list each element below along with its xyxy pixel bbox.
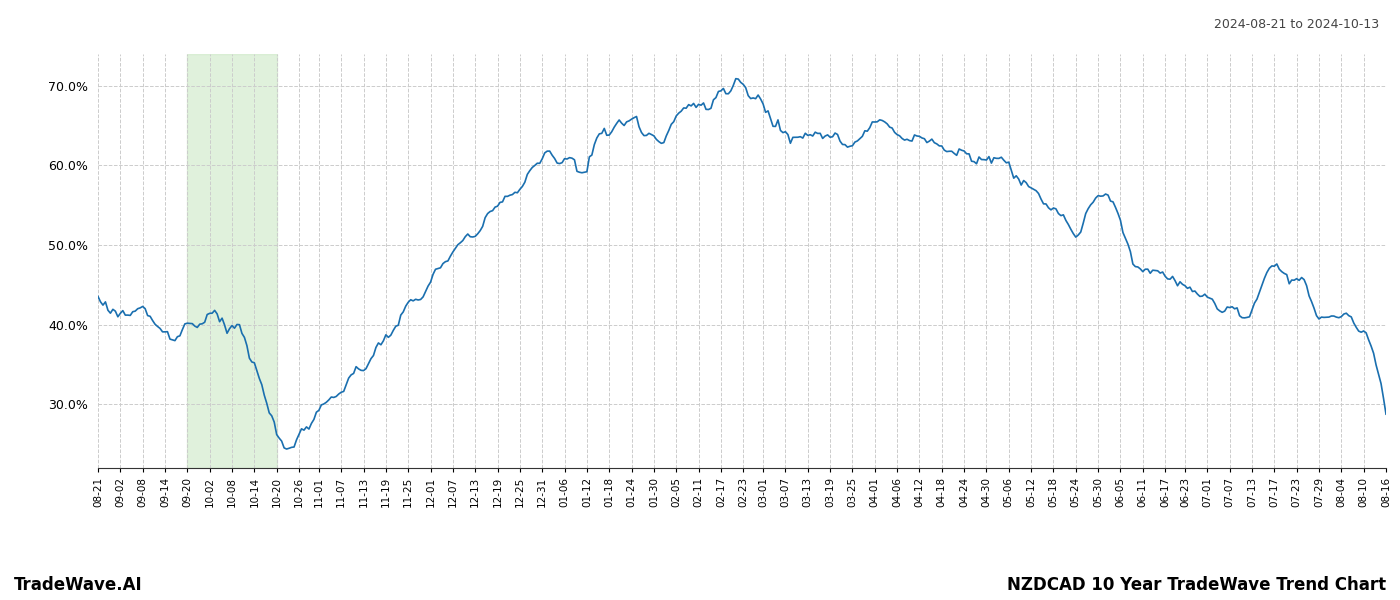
Text: TradeWave.AI: TradeWave.AI [14, 576, 143, 594]
Text: NZDCAD 10 Year TradeWave Trend Chart: NZDCAD 10 Year TradeWave Trend Chart [1007, 576, 1386, 594]
Text: 2024-08-21 to 2024-10-13: 2024-08-21 to 2024-10-13 [1214, 18, 1379, 31]
Bar [188, 54, 277, 468]
